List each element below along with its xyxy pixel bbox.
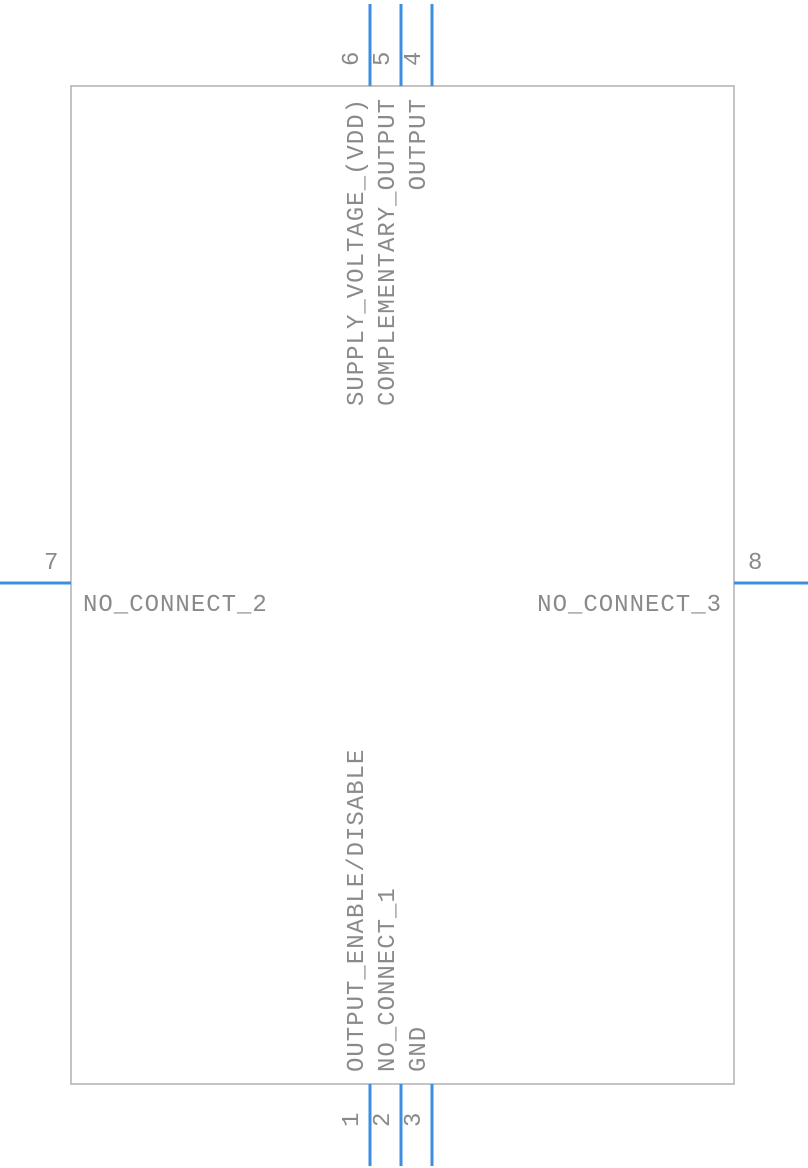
pin-5-number: 5 bbox=[370, 52, 397, 66]
pin-4-label: OUTPUT bbox=[406, 98, 433, 190]
pin-1-label: OUTPUT_ENABLE/DISABLE bbox=[344, 749, 371, 1072]
schematic-symbol: 1 OUTPUT_ENABLE/DISABLE 2 NO_CONNECT_1 3 GND 4… bbox=[0, 0, 808, 1168]
pin-8-label: NO_CONNECT_3 bbox=[537, 592, 722, 619]
pin-6-number: 6 bbox=[339, 52, 366, 66]
pin-3-number: 3 bbox=[401, 1113, 428, 1127]
pin-4-number: 4 bbox=[401, 52, 428, 66]
pin-5-label: COMPLEMENTARY_OUTPUT bbox=[375, 98, 402, 406]
pin-3-label: GND bbox=[406, 1026, 433, 1072]
component-body bbox=[71, 86, 734, 1084]
pin-6-label: SUPPLY_VOLTAGE_(VDD) bbox=[344, 98, 371, 406]
pin-1-number: 1 bbox=[339, 1113, 366, 1127]
pin-2-number: 2 bbox=[370, 1113, 397, 1127]
pins: 1 OUTPUT_ENABLE/DISABLE 2 NO_CONNECT_1 3 GND 4… bbox=[0, 4, 808, 1166]
pin-7-number: 7 bbox=[44, 550, 58, 577]
pin-2-label: NO_CONNECT_1 bbox=[375, 887, 402, 1072]
pin-7-label: NO_CONNECT_2 bbox=[83, 592, 268, 619]
pin-8-number: 8 bbox=[748, 550, 762, 577]
